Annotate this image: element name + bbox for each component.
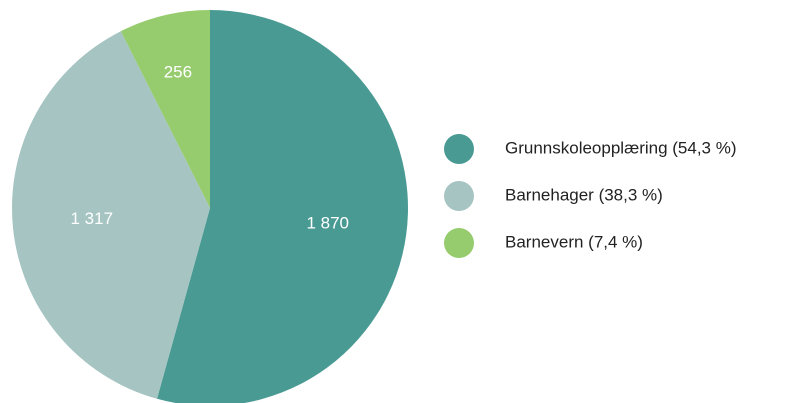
legend-swatch	[444, 181, 474, 211]
value-label: 1 317	[70, 209, 113, 228]
legend-label: Grunnskoleopplæring (54,3 %)	[505, 138, 737, 157]
legend-label: Barnevern (7,4 %)	[505, 232, 643, 251]
pie-slice	[120, 10, 210, 208]
pie-slice	[156, 10, 408, 403]
value-label: 1 870	[306, 214, 349, 233]
legend-label: Barnehager (38,3 %)	[505, 185, 663, 204]
pie-slice	[12, 31, 210, 399]
value-label: 256	[164, 63, 192, 82]
legend-swatch	[444, 228, 474, 258]
legend-swatch	[444, 134, 474, 164]
